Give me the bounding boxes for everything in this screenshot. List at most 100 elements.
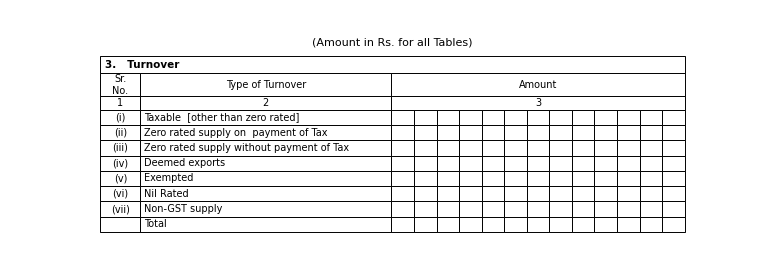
Bar bbox=[617, 155, 640, 171]
Bar bbox=[662, 125, 685, 140]
Bar bbox=[617, 186, 640, 201]
Bar bbox=[459, 125, 482, 140]
Bar bbox=[459, 201, 482, 217]
Bar bbox=[140, 201, 391, 217]
Bar bbox=[437, 171, 459, 186]
Text: (ii): (ii) bbox=[114, 128, 127, 138]
Bar bbox=[482, 140, 504, 155]
Text: (v): (v) bbox=[113, 174, 127, 184]
Bar bbox=[482, 155, 504, 171]
Bar bbox=[617, 201, 640, 217]
Bar bbox=[100, 171, 140, 186]
Bar bbox=[414, 186, 437, 201]
Bar bbox=[504, 155, 527, 171]
Bar bbox=[100, 125, 140, 140]
Bar bbox=[414, 140, 437, 155]
Bar bbox=[482, 110, 504, 125]
Bar bbox=[549, 125, 572, 140]
Text: Zero rated supply on  payment of Tax: Zero rated supply on payment of Tax bbox=[144, 128, 327, 138]
Bar bbox=[100, 186, 140, 201]
Bar bbox=[140, 140, 391, 155]
Bar bbox=[662, 155, 685, 171]
Bar bbox=[662, 110, 685, 125]
Bar bbox=[437, 201, 459, 217]
Bar bbox=[662, 217, 685, 232]
Text: Deemed exports: Deemed exports bbox=[144, 158, 225, 168]
Bar bbox=[437, 140, 459, 155]
Bar bbox=[459, 110, 482, 125]
Bar bbox=[391, 201, 414, 217]
Bar bbox=[572, 125, 594, 140]
Bar bbox=[527, 201, 549, 217]
Bar bbox=[617, 125, 640, 140]
Bar bbox=[391, 171, 414, 186]
Bar bbox=[640, 155, 662, 171]
Bar bbox=[617, 217, 640, 232]
Bar bbox=[572, 110, 594, 125]
Bar bbox=[391, 96, 685, 110]
Text: 1: 1 bbox=[117, 98, 123, 108]
Bar bbox=[482, 217, 504, 232]
Bar bbox=[662, 201, 685, 217]
Bar bbox=[572, 155, 594, 171]
Bar bbox=[459, 155, 482, 171]
Bar bbox=[640, 201, 662, 217]
Text: 2: 2 bbox=[263, 98, 269, 108]
Bar bbox=[572, 186, 594, 201]
Bar bbox=[504, 201, 527, 217]
Bar bbox=[527, 217, 549, 232]
Bar bbox=[414, 110, 437, 125]
Bar bbox=[594, 217, 617, 232]
Text: Amount: Amount bbox=[519, 80, 557, 90]
Bar bbox=[414, 125, 437, 140]
Bar bbox=[504, 140, 527, 155]
Bar bbox=[391, 186, 414, 201]
Bar bbox=[459, 140, 482, 155]
Bar bbox=[437, 217, 459, 232]
Bar bbox=[572, 201, 594, 217]
Bar bbox=[140, 96, 391, 110]
Text: (Amount in Rs. for all Tables): (Amount in Rs. for all Tables) bbox=[313, 38, 473, 48]
Bar bbox=[459, 217, 482, 232]
Text: Total: Total bbox=[144, 219, 166, 229]
Bar bbox=[100, 73, 140, 96]
Bar bbox=[482, 125, 504, 140]
Bar bbox=[391, 155, 414, 171]
Bar bbox=[594, 140, 617, 155]
Bar bbox=[414, 217, 437, 232]
Bar bbox=[617, 171, 640, 186]
Bar bbox=[549, 155, 572, 171]
Text: Non-GST supply: Non-GST supply bbox=[144, 204, 222, 214]
Bar bbox=[504, 171, 527, 186]
Bar bbox=[640, 217, 662, 232]
Bar bbox=[640, 186, 662, 201]
Bar bbox=[549, 140, 572, 155]
Bar bbox=[140, 110, 391, 125]
Bar bbox=[640, 171, 662, 186]
Bar bbox=[617, 140, 640, 155]
Bar bbox=[459, 171, 482, 186]
Bar bbox=[391, 73, 685, 96]
Text: Zero rated supply without payment of Tax: Zero rated supply without payment of Tax bbox=[144, 143, 349, 153]
Bar bbox=[140, 73, 391, 96]
Bar bbox=[459, 186, 482, 201]
Bar bbox=[572, 171, 594, 186]
Bar bbox=[100, 140, 140, 155]
Bar bbox=[414, 171, 437, 186]
Bar bbox=[549, 217, 572, 232]
Bar bbox=[662, 140, 685, 155]
Bar bbox=[594, 110, 617, 125]
Bar bbox=[414, 201, 437, 217]
Bar bbox=[100, 96, 140, 110]
Bar bbox=[527, 140, 549, 155]
Bar bbox=[140, 125, 391, 140]
Bar bbox=[482, 201, 504, 217]
Bar bbox=[549, 110, 572, 125]
Bar bbox=[640, 125, 662, 140]
Bar bbox=[527, 186, 549, 201]
Bar bbox=[482, 171, 504, 186]
Bar bbox=[100, 217, 140, 232]
Text: Taxable  [other than zero rated]: Taxable [other than zero rated] bbox=[144, 112, 300, 122]
Bar bbox=[549, 201, 572, 217]
Bar bbox=[100, 155, 140, 171]
